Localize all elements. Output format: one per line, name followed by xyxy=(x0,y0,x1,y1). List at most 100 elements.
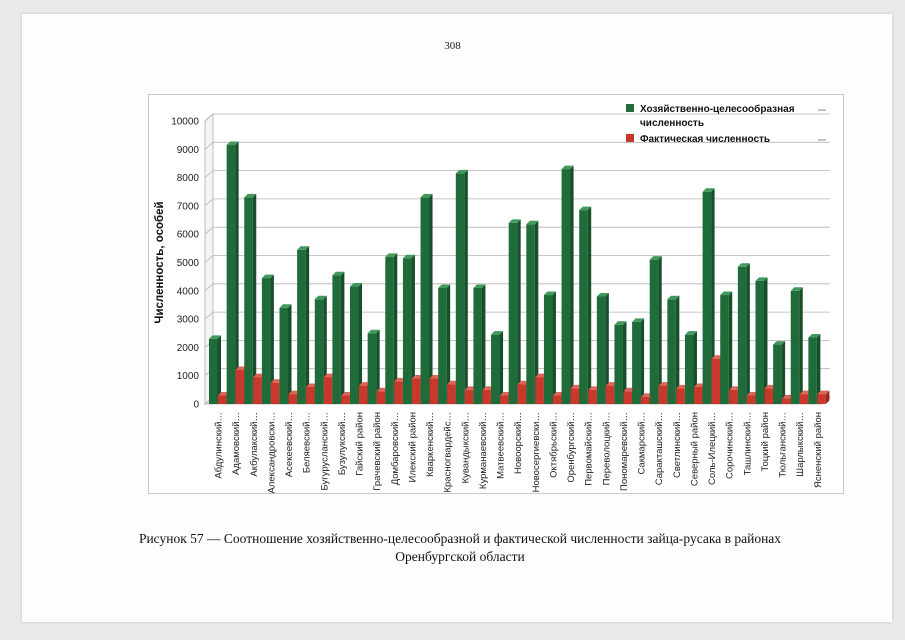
bar-side xyxy=(746,263,750,404)
bar-actual xyxy=(605,385,615,404)
bar-top xyxy=(473,284,486,288)
bar-actual xyxy=(288,394,298,404)
bar-target xyxy=(297,249,306,404)
bar-side xyxy=(825,390,830,404)
figure-caption: Рисунок 57 — Соотношение хозяйственно-це… xyxy=(100,530,820,566)
y-tick-label: 8000 xyxy=(177,173,200,184)
bar-actual xyxy=(376,391,386,404)
bar-actual xyxy=(746,395,756,404)
bar-top xyxy=(526,220,539,225)
bar-actual xyxy=(218,395,227,404)
bar-top xyxy=(684,331,697,335)
bar-top xyxy=(332,271,345,276)
x-tick-label: Новосергиевски… xyxy=(531,412,542,492)
bar-target xyxy=(773,344,782,404)
gridline xyxy=(204,255,830,263)
y-tick-label: 3000 xyxy=(177,315,200,326)
bar-actual xyxy=(323,377,333,404)
y-tick-label: 2000 xyxy=(177,343,200,354)
bar-side xyxy=(711,188,715,404)
bar-top xyxy=(773,341,786,345)
bar-target xyxy=(614,324,623,404)
bar-top xyxy=(755,277,768,281)
bar-actual xyxy=(253,377,262,404)
bar-side xyxy=(675,295,680,404)
bar-side xyxy=(534,220,539,404)
bar-top xyxy=(632,318,645,322)
x-tick-label: Новоорский… xyxy=(513,412,524,474)
bar-top xyxy=(561,165,574,170)
gridline xyxy=(204,113,830,122)
y-tick-label: 1000 xyxy=(177,371,200,382)
bar-side xyxy=(816,333,821,404)
bar-side xyxy=(640,318,645,404)
bar-side xyxy=(552,291,556,404)
bar-target xyxy=(596,296,606,404)
bar-target xyxy=(579,210,588,404)
x-tick-label: Кувандыкский… xyxy=(460,412,471,483)
legend-swatch-actual xyxy=(626,134,634,142)
y-tick-label: 6000 xyxy=(177,230,200,241)
x-tick-label: Оренбургский… xyxy=(566,412,577,483)
bar-actual xyxy=(270,382,280,404)
bar-top xyxy=(438,284,451,288)
bar-target xyxy=(455,173,465,404)
x-tick-label: Пономаревский… xyxy=(619,412,630,491)
x-tick-label: Первомайский… xyxy=(584,412,595,486)
bar-top xyxy=(667,295,680,300)
bar-top xyxy=(596,292,609,297)
x-tick-label: Светлинский… xyxy=(672,412,683,478)
bar-side xyxy=(235,141,239,404)
bar-target xyxy=(632,321,641,404)
bar-target xyxy=(420,197,430,404)
bar-side xyxy=(270,274,274,404)
bar-top xyxy=(314,295,327,300)
bar-top xyxy=(817,390,830,395)
bar-actual xyxy=(570,388,580,404)
bar-top xyxy=(209,335,221,339)
bar-actual xyxy=(817,394,826,404)
bar-actual xyxy=(799,394,809,404)
x-tick-label: Сорочинский… xyxy=(725,412,736,479)
bar-side xyxy=(411,254,415,404)
y-tick-label: 4000 xyxy=(177,286,200,297)
bar-target xyxy=(702,191,712,404)
bar-actual xyxy=(464,389,474,404)
legend-label-actual: Фактическая численность xyxy=(640,134,770,145)
x-tick-label: Сакмарский… xyxy=(637,412,648,475)
bar-target xyxy=(473,287,482,404)
y-tick-label: 10000 xyxy=(171,117,199,128)
bar-top xyxy=(649,256,662,260)
x-tick-label: Грачевский район xyxy=(372,412,383,491)
gridline xyxy=(204,311,830,320)
x-tick-label: Абдулинский… xyxy=(214,412,225,479)
bar-top xyxy=(385,253,398,257)
y-tick-label: 0 xyxy=(193,400,199,411)
bar-target xyxy=(720,295,729,404)
bar-top xyxy=(261,274,274,279)
x-tick-label: Бузулукский… xyxy=(337,412,348,475)
bar-target xyxy=(543,295,553,404)
bar-target xyxy=(561,169,571,404)
bar-top xyxy=(244,193,257,198)
bar-top xyxy=(702,188,715,192)
bar-top xyxy=(808,333,821,338)
x-tick-label: Домбаровский… xyxy=(390,412,401,485)
bar-target xyxy=(350,286,359,404)
x-tick-label: Красногвардейс… xyxy=(443,412,454,493)
bar-actual xyxy=(411,378,421,404)
x-tick-label: Акбулакский… xyxy=(249,412,260,477)
gridline xyxy=(204,283,830,292)
bar-target xyxy=(808,337,817,404)
gridline xyxy=(204,226,830,235)
x-tick-label: Тоцкий район xyxy=(760,412,771,472)
bar-actual xyxy=(623,391,632,404)
bar-actual xyxy=(482,389,491,404)
bar-side xyxy=(517,219,521,404)
legend-label-target-cont: численность xyxy=(640,118,704,129)
x-tick-label: Асекеевский… xyxy=(284,412,295,477)
bar-target xyxy=(402,258,412,404)
bar-target xyxy=(790,290,800,404)
x-tick-label: Шарлыкский… xyxy=(795,412,806,477)
